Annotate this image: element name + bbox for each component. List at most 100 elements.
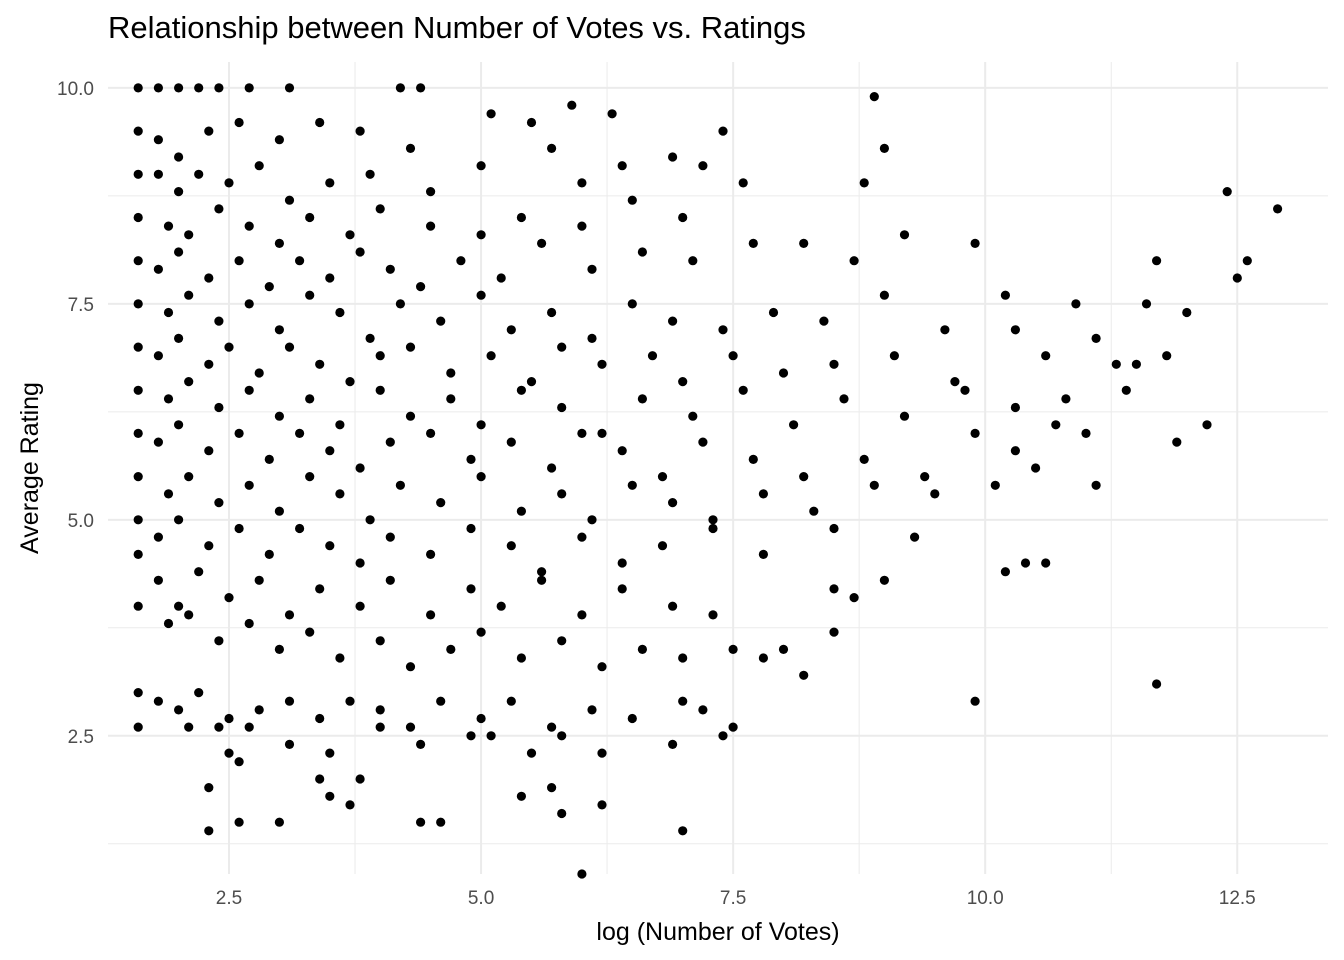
- data-point: [829, 359, 839, 369]
- data-point: [627, 195, 637, 205]
- data-point: [335, 420, 345, 430]
- data-point: [244, 385, 254, 395]
- data-point: [516, 385, 527, 395]
- data-point: [375, 385, 385, 395]
- data-point: [516, 212, 527, 223]
- data-point: [204, 783, 214, 793]
- data-point: [264, 549, 274, 560]
- data-point: [1152, 256, 1162, 266]
- data-point: [315, 584, 325, 594]
- data-point: [698, 437, 708, 447]
- data-point: [284, 739, 295, 750]
- data-point: [345, 230, 355, 240]
- data-point: [305, 290, 315, 300]
- data-point: [496, 273, 506, 283]
- data-point: [385, 575, 395, 585]
- data-point: [1031, 463, 1041, 473]
- data-point: [163, 394, 174, 404]
- data-point: [375, 351, 385, 361]
- data-point: [1162, 351, 1172, 361]
- data-point: [849, 256, 859, 266]
- data-point: [244, 722, 254, 732]
- data-point: [657, 541, 668, 551]
- data-point: [728, 722, 738, 732]
- data-point: [738, 178, 748, 188]
- data-point: [567, 100, 577, 110]
- data-point: [133, 688, 143, 698]
- data-point: [466, 731, 476, 741]
- data-point: [244, 618, 254, 629]
- data-point: [859, 454, 869, 464]
- data-point: [204, 126, 214, 136]
- data-point: [335, 489, 345, 499]
- data-point: [476, 290, 486, 300]
- data-point: [436, 498, 446, 508]
- data-point: [970, 696, 980, 706]
- data-point: [184, 472, 194, 482]
- data-point: [446, 368, 456, 378]
- data-point: [789, 420, 799, 430]
- data-point: [1222, 187, 1232, 197]
- data-point: [678, 696, 688, 706]
- data-point: [153, 169, 163, 179]
- data-point: [355, 774, 365, 784]
- data-point: [405, 722, 416, 732]
- data-point: [920, 472, 930, 482]
- data-point: [597, 748, 607, 758]
- data-point: [174, 152, 184, 162]
- data-point: [234, 428, 244, 438]
- data-point: [133, 601, 143, 611]
- data-point: [799, 472, 809, 482]
- data-point: [1051, 420, 1061, 430]
- data-point: [466, 454, 476, 464]
- data-point: [224, 748, 234, 758]
- data-point: [305, 212, 315, 223]
- data-point: [1182, 307, 1192, 318]
- data-point: [486, 109, 496, 119]
- data-point: [295, 256, 305, 266]
- data-point: [627, 713, 637, 724]
- data-point: [224, 342, 234, 352]
- data-point: [305, 394, 315, 404]
- data-point: [395, 83, 405, 93]
- data-point: [405, 143, 416, 153]
- data-point: [163, 489, 174, 499]
- data-point: [678, 377, 688, 387]
- data-point: [133, 342, 143, 352]
- data-point: [1010, 446, 1021, 456]
- data-point: [547, 307, 557, 318]
- data-point: [234, 757, 244, 767]
- data-point: [244, 480, 254, 490]
- data-point: [1071, 299, 1081, 309]
- data-point: [194, 83, 204, 93]
- data-point: [305, 472, 315, 482]
- data-point: [204, 541, 214, 551]
- data-point: [879, 575, 890, 585]
- data-point: [436, 696, 446, 706]
- data-point: [1010, 325, 1021, 335]
- x-tick-label: 12.5: [1219, 888, 1256, 909]
- data-point: [244, 221, 254, 231]
- data-point: [960, 385, 970, 395]
- data-point: [385, 264, 395, 274]
- y-tick-label: 10.0: [57, 79, 94, 100]
- data-point: [284, 83, 295, 93]
- data-point: [274, 817, 284, 827]
- data-point: [365, 515, 375, 525]
- data-point: [668, 739, 678, 750]
- data-point: [234, 256, 244, 266]
- data-point: [476, 420, 486, 430]
- data-point: [778, 644, 789, 655]
- data-point: [355, 126, 365, 136]
- data-point: [1081, 428, 1091, 438]
- data-point: [244, 83, 254, 93]
- data-point: [163, 307, 174, 318]
- data-point: [557, 489, 567, 499]
- data-point: [547, 722, 557, 732]
- data-point: [184, 290, 194, 300]
- data-point: [254, 368, 264, 378]
- data-point: [476, 713, 486, 724]
- data-point: [668, 316, 678, 326]
- data-points: [133, 83, 1283, 879]
